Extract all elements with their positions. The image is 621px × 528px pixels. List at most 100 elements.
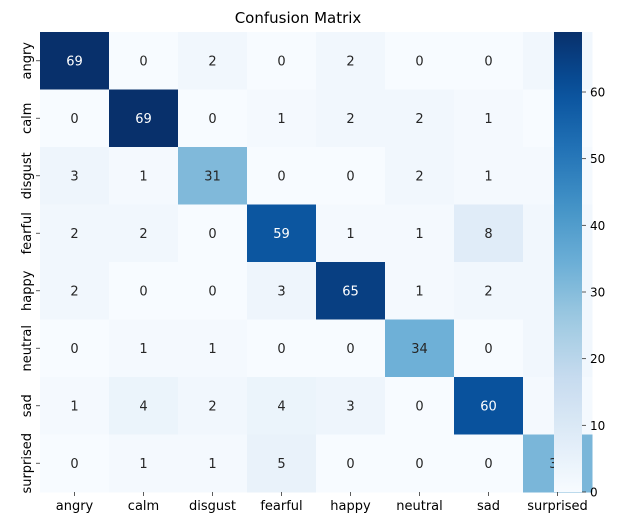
cell-value-label: 1 bbox=[70, 399, 78, 414]
cell-value-label: 2 bbox=[208, 54, 216, 69]
heatmap-cell bbox=[178, 204, 248, 263]
colorbar-tick-label: 0 bbox=[590, 486, 598, 500]
heatmap-cell bbox=[40, 434, 110, 493]
cell-value-label: 1 bbox=[415, 227, 423, 242]
cell-value-label: 1 bbox=[208, 457, 216, 472]
cell-value-label: 1 bbox=[277, 112, 285, 127]
cell-value-label: 0 bbox=[346, 457, 354, 472]
chart-title: Confusion Matrix bbox=[235, 9, 362, 27]
cell-value-label: 0 bbox=[484, 342, 492, 357]
colorbar-tick-label: 20 bbox=[590, 352, 605, 366]
cell-value-label: 0 bbox=[139, 284, 147, 299]
heatmap-cell bbox=[454, 377, 524, 435]
heatmap-cell bbox=[454, 147, 524, 205]
cell-value-label: 1 bbox=[484, 169, 492, 184]
cell-value-label: 31 bbox=[204, 169, 221, 184]
cell-value-label: 2 bbox=[208, 399, 216, 414]
heatmap-cell bbox=[316, 147, 386, 205]
x-tick-label: surprised bbox=[527, 499, 588, 514]
cell-value-label: 2 bbox=[70, 227, 78, 242]
heatmap-cell bbox=[178, 147, 248, 205]
y-tick-label: disgust bbox=[20, 152, 35, 199]
y-tick-label: happy bbox=[20, 270, 35, 311]
heatmap-cell bbox=[40, 204, 110, 263]
heatmap-cell bbox=[385, 32, 455, 90]
y-axis: angry calm disgust fearful happy neutral sad su… bbox=[20, 42, 40, 494]
heatmap-cell bbox=[316, 32, 386, 90]
heatmap-cell bbox=[316, 377, 386, 435]
x-tick-label: fearful bbox=[260, 499, 302, 514]
cell-value-label: 3 bbox=[70, 169, 78, 184]
heatmap-cell bbox=[178, 319, 248, 378]
cell-value-label: 1 bbox=[139, 342, 147, 357]
cell-value-label: 0 bbox=[208, 112, 216, 127]
heatmap-cell bbox=[109, 434, 179, 493]
heatmap-cell bbox=[316, 204, 386, 263]
cell-value-label: 0 bbox=[415, 399, 423, 414]
cell-value-label: 60 bbox=[480, 399, 497, 414]
cell-value-label: 0 bbox=[484, 54, 492, 69]
y-tick-label: angry bbox=[20, 42, 35, 80]
x-axis: angry calm disgust fearful happy neutral sad su… bbox=[56, 492, 588, 514]
colorbar-tick-label: 40 bbox=[590, 219, 605, 233]
heatmap-cell bbox=[109, 147, 179, 205]
heatmap-cell bbox=[385, 147, 455, 205]
heatmap-cell bbox=[385, 434, 455, 493]
heatmap-cell bbox=[385, 204, 455, 263]
heatmap-cell bbox=[109, 204, 179, 263]
cell-value-label: 0 bbox=[277, 54, 285, 69]
cell-value-label: 1 bbox=[139, 169, 147, 184]
cell-value-label: 2 bbox=[70, 284, 78, 299]
cell-value-label: 3 bbox=[277, 284, 285, 299]
heatmap-cell bbox=[109, 89, 179, 148]
cell-value-label: 2 bbox=[415, 169, 423, 184]
heatmap-cell bbox=[178, 262, 248, 320]
heatmap-cell bbox=[316, 89, 386, 148]
cell-value-label: 2 bbox=[139, 227, 147, 242]
cell-value-label: 0 bbox=[346, 342, 354, 357]
heatmap-cell bbox=[109, 319, 179, 378]
cell-value-label: 2 bbox=[484, 284, 492, 299]
x-tick-label: calm bbox=[128, 499, 159, 514]
heatmap-cell bbox=[109, 32, 179, 90]
colorbar-tick-label: 50 bbox=[590, 152, 605, 166]
heatmap-cell bbox=[40, 319, 110, 378]
cell-value-label: 59 bbox=[273, 227, 290, 242]
heatmap-cell bbox=[40, 32, 110, 90]
cell-value-label: 65 bbox=[342, 284, 359, 299]
heatmap-cell bbox=[247, 32, 317, 90]
cell-value-label: 0 bbox=[415, 457, 423, 472]
heatmap-cell bbox=[316, 262, 386, 320]
heatmap-cell bbox=[40, 147, 110, 205]
colorbar-tick-label: 10 bbox=[590, 419, 605, 433]
heatmap-cell bbox=[454, 204, 524, 263]
cell-value-label: 34 bbox=[411, 342, 428, 357]
cell-value-label: 4 bbox=[277, 399, 285, 414]
heatmap-cell bbox=[454, 89, 524, 148]
cell-value-label: 0 bbox=[484, 457, 492, 472]
x-tick-label: neutral bbox=[396, 499, 443, 514]
cell-value-label: 0 bbox=[208, 227, 216, 242]
x-tick-label: sad bbox=[477, 499, 500, 514]
cell-value-label: 0 bbox=[70, 112, 78, 127]
x-tick-label: disgust bbox=[189, 499, 236, 514]
heatmap-cell bbox=[247, 262, 317, 320]
cell-value-label: 0 bbox=[139, 54, 147, 69]
heatmap-cell bbox=[40, 262, 110, 320]
heatmap-cell bbox=[178, 89, 248, 148]
y-tick-label: surprised bbox=[20, 433, 35, 494]
cell-value-label: 69 bbox=[135, 112, 152, 127]
heatmap-cell bbox=[385, 377, 455, 435]
y-tick-label: neutral bbox=[20, 325, 35, 372]
cell-value-label: 0 bbox=[70, 342, 78, 357]
cell-value-label: 1 bbox=[208, 342, 216, 357]
heatmap-cell bbox=[178, 434, 248, 493]
heatmap-cell bbox=[247, 319, 317, 378]
y-tick-label: fearful bbox=[20, 212, 35, 254]
cell-value-label: 0 bbox=[346, 169, 354, 184]
heatmap-cell bbox=[316, 319, 386, 378]
colorbar-tick-label: 60 bbox=[590, 86, 605, 100]
cell-value-label: 2 bbox=[346, 112, 354, 127]
heatmap-cells bbox=[40, 32, 593, 493]
